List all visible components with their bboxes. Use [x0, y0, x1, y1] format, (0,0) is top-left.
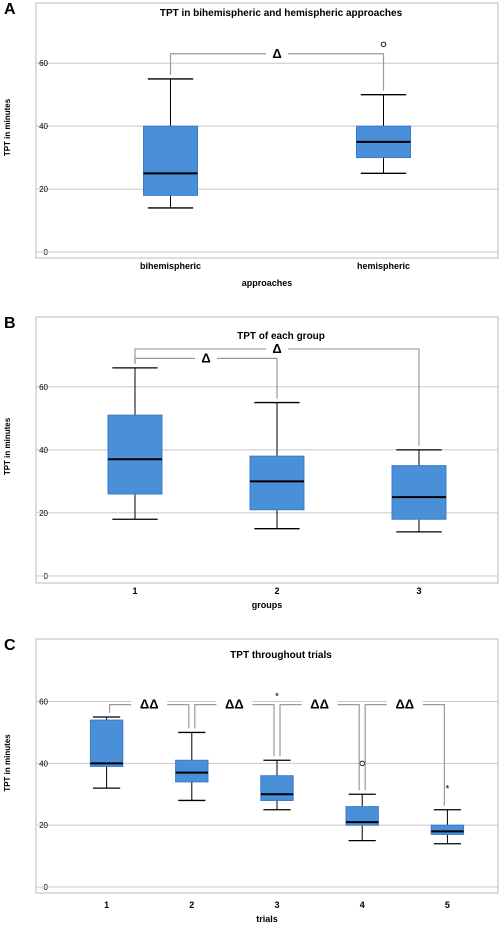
box-iqr [175, 759, 209, 783]
y-tick-label: 40 [39, 122, 48, 131]
chart-title: TPT in bihemispheric and hemispheric app… [160, 8, 403, 19]
bracket-label: Δ [272, 46, 281, 61]
y-tick-label: 60 [39, 59, 48, 68]
x-tick-label: 4 [360, 900, 365, 910]
chart-title: TPT throughout trials [230, 650, 332, 661]
extreme-point: * [445, 784, 449, 795]
bracket-label: ΔΔ [310, 697, 329, 712]
box-iqr [143, 125, 198, 196]
x-tick-label: 2 [274, 586, 279, 596]
box-iqr [260, 775, 294, 801]
significance-bracket: ΔΔ [364, 697, 445, 806]
box-iqr [107, 414, 163, 495]
x-tick-label: 3 [416, 586, 421, 596]
bracket-label: ΔΔ [395, 697, 414, 712]
x-axis-label: trials [256, 914, 278, 924]
extreme-point: * [275, 691, 279, 702]
significance-bracket: ΔΔ [194, 697, 275, 757]
bracket-label: Δ [201, 350, 210, 365]
plot-frame [35, 638, 499, 894]
box-iqr [345, 806, 379, 826]
y-tick-label: 60 [39, 698, 48, 707]
box-iqr [430, 824, 465, 835]
bracket-line [364, 704, 445, 806]
x-axis-label: groups [252, 600, 283, 610]
bracket-label-bg [131, 697, 168, 712]
x-axis-label: approaches [242, 278, 293, 288]
x-tick-label: hemispheric [357, 261, 410, 271]
bracket-label-bg [216, 697, 253, 712]
significance-bracket: Δ [134, 350, 278, 399]
x-tick-label: 1 [104, 900, 109, 910]
bracket-label: ΔΔ [225, 697, 244, 712]
panel-letter-c: C [4, 637, 16, 654]
box-iqr [89, 719, 124, 767]
significance-bracket: ΔΔ [109, 697, 190, 729]
x-tick-label: 2 [189, 900, 194, 910]
y-tick-label: 60 [39, 383, 48, 392]
bracket-label: Δ [272, 341, 281, 356]
y-tick-label: 20 [39, 509, 48, 518]
panel-letter-a: A [4, 1, 16, 18]
panel-a: A 0204060TPT in bihemispheric and hemisp… [0, 0, 503, 296]
outlier-point [380, 41, 387, 48]
y-tick-label: 40 [39, 759, 48, 768]
x-tick-label: 5 [445, 900, 450, 910]
box-iqr [249, 455, 305, 511]
bracket-line [194, 704, 275, 757]
y-axis-label: TPT in minutes [3, 98, 12, 156]
significance-bracket: Δ [169, 46, 385, 91]
y-axis-label: TPT in minutes [3, 734, 12, 792]
plot-frame [35, 2, 499, 259]
significance-bracket: ΔΔ [279, 697, 360, 791]
x-tick-label: 1 [132, 586, 137, 596]
bracket-label-bg [195, 351, 217, 366]
box-iqr [391, 465, 447, 520]
bracket-label-bg [301, 697, 338, 712]
outlier-point [359, 760, 365, 767]
chart-panel-a: 0204060TPT in bihemispheric and hemisphe… [3, 2, 499, 288]
bracket-label-bg [266, 46, 288, 61]
significance-bracket: Δ [134, 341, 420, 446]
panel-letter-b: B [4, 315, 16, 332]
y-tick-label: 40 [39, 446, 48, 455]
bracket-label: ΔΔ [140, 697, 159, 712]
y-tick-label: 20 [39, 821, 48, 830]
x-tick-label: 3 [274, 900, 279, 910]
y-axis-label: TPT in minutes [3, 417, 12, 475]
x-tick-label: bihemispheric [140, 261, 201, 271]
bracket-label-bg [266, 341, 288, 356]
chart-title: TPT of each group [237, 331, 325, 342]
bracket-label-bg [386, 697, 423, 712]
y-tick-label: 20 [39, 185, 48, 194]
